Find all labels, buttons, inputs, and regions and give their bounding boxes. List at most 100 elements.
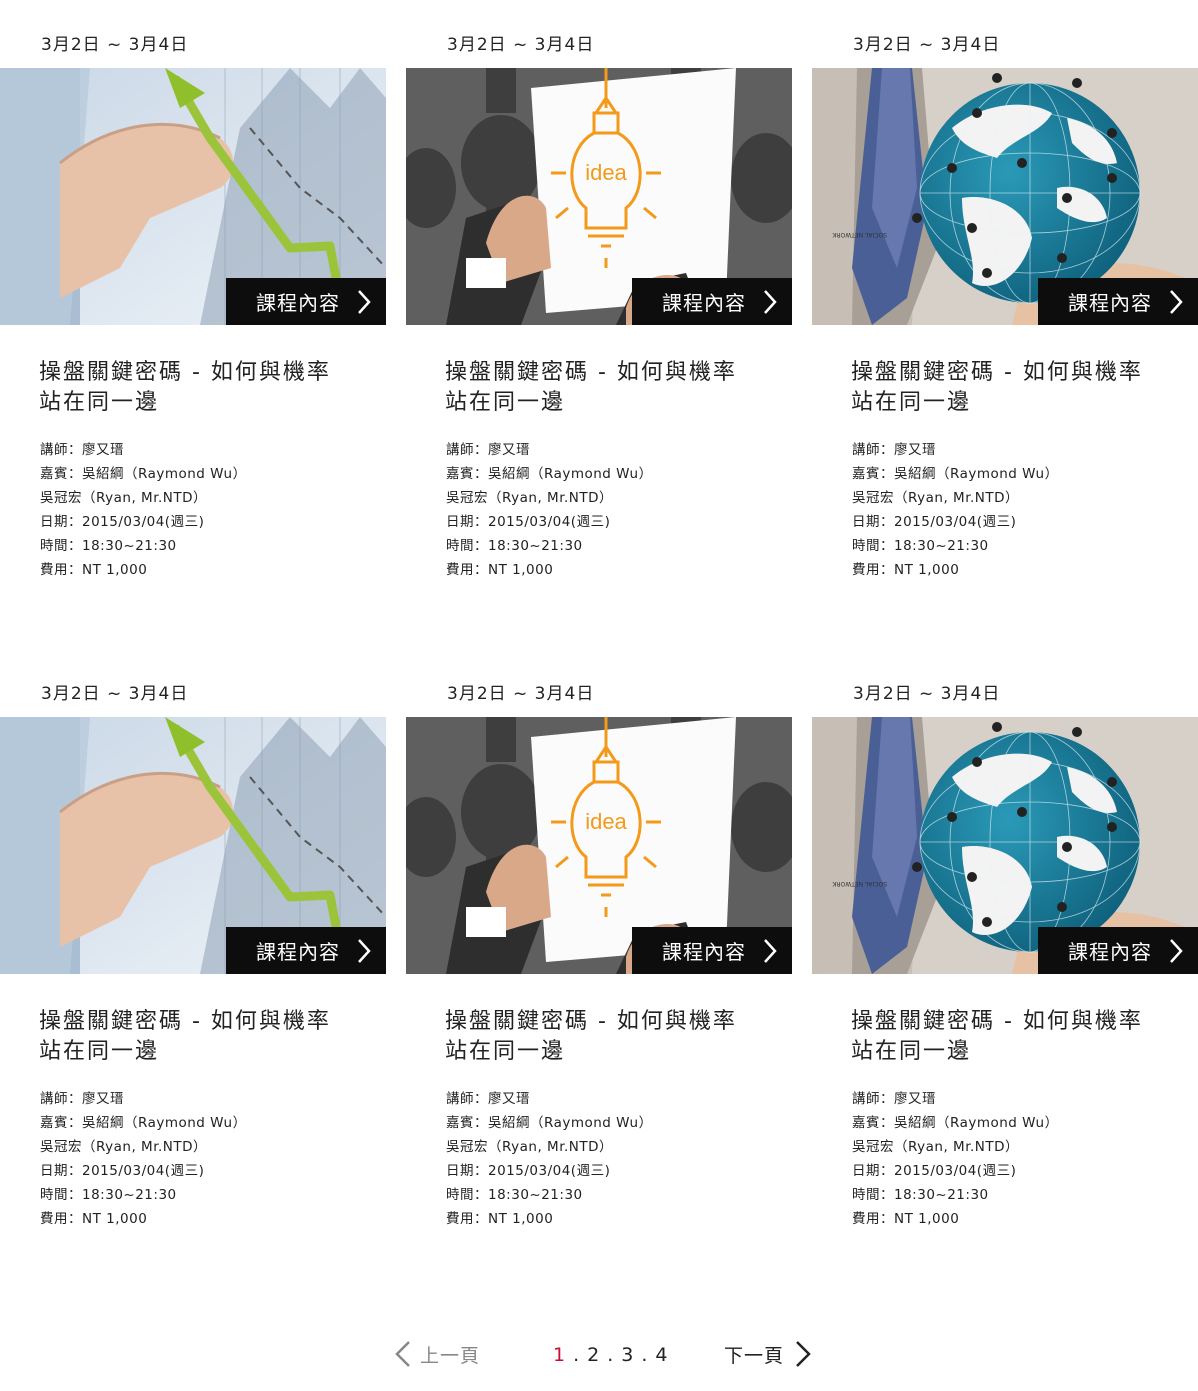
course-date-detail: 日期：2015/03/04(週三) (446, 1163, 611, 1179)
course-lecturer: 講師：廖又瑨 (852, 442, 936, 458)
course-date: 3月2日 ~ 3月4日 (447, 684, 595, 704)
course-title[interactable]: 操盤關鍵密碼 - 如何與機率 站在同一邊 (851, 1007, 1171, 1067)
course-info: 講師：廖又瑨 嘉賓：吳紹綱（Raymond Wu） 吳冠宏（Ryan, Mr.NTD… (40, 438, 247, 582)
idea-text: idea (585, 160, 627, 185)
course-date-detail: 日期：2015/03/04(週三) (40, 514, 205, 530)
course-details-button[interactable]: 課程內容 (1038, 927, 1198, 974)
course-lecturer: 講師：廖又瑨 (446, 1091, 530, 1107)
course-card: 3月2日 ~ 3月4日 idea 課程內容操盤關鍵密碼 - 如何與機率 站在同一邊… (406, 661, 792, 1261)
finance-chart-image (0, 717, 386, 974)
course-fee: 費用：NT 1,000 (40, 1211, 148, 1227)
course-card: 3月2日 ~ 3月4日 (812, 661, 1198, 1261)
course-details-button[interactable]: 課程內容 (226, 278, 386, 325)
course-guest2: 吳冠宏（Ryan, Mr.NTD） (446, 1139, 614, 1155)
course-fee: 費用：NT 1,000 (40, 562, 148, 578)
course-time: 時間：18:30~21:30 (40, 538, 177, 554)
course-image[interactable]: idea 課程內容 (406, 717, 792, 974)
course-lecturer: 講師：廖又瑨 (852, 1091, 936, 1107)
course-details-label: 課程內容 (1068, 291, 1152, 315)
svg-text:SOCIAL NETWORK: SOCIAL NETWORK (831, 880, 887, 887)
course-guest2: 吳冠宏（Ryan, Mr.NTD） (40, 1139, 208, 1155)
course-image[interactable]: idea 課程內容 (406, 68, 792, 325)
course-title[interactable]: 操盤關鍵密碼 - 如何與機率 站在同一邊 (851, 358, 1171, 418)
page-link-2[interactable]: 2 (587, 1344, 602, 1366)
course-fee: 費用：NT 1,000 (852, 562, 960, 578)
course-title-line1: 操盤關鍵密碼 - 如何與機率 (851, 1009, 1143, 1034)
course-card: 3月2日 ~ 3月4日 課程內容操盤關鍵密碼 - 如何與機率 站在同一邊講師：廖又… (0, 12, 386, 612)
course-title-line1: 操盤關鍵密碼 - 如何與機率 (39, 360, 331, 385)
course-date-detail: 日期：2015/03/04(週三) (446, 514, 611, 530)
course-date-detail: 日期：2015/03/04(週三) (852, 514, 1017, 530)
course-title-line2: 站在同一邊 (39, 1039, 160, 1064)
course-title[interactable]: 操盤關鍵密碼 - 如何與機率 站在同一邊 (445, 358, 765, 418)
course-info: 講師：廖又瑨嘉賓：吳紹綱（Raymond Wu） 吳冠宏（Ryan, Mr.NTD… (446, 1087, 653, 1231)
chevron-right-icon (796, 1341, 811, 1367)
page-numbers: 1.2.3.4 (553, 1344, 670, 1366)
course-image[interactable]: 課程內容 (0, 68, 386, 325)
course-details-label: 課程內容 (256, 940, 340, 964)
course-time: 時間：18:30~21:30 (446, 538, 583, 554)
course-title-line1: 操盤關鍵密碼 - 如何與機率 (39, 1009, 331, 1034)
course-guest2: 吳冠宏（Ryan, Mr.NTD） (852, 490, 1020, 506)
course-lecturer: 講師：廖又瑨 (446, 442, 530, 458)
course-details-button[interactable]: 課程內容 (632, 278, 792, 325)
chevron-right-icon (764, 939, 777, 963)
course-image[interactable]: SOCIAL NETWORK 課程內容 (812, 68, 1198, 325)
course-date: 3月2日 ~ 3月4日 (853, 684, 1001, 704)
course-date: 3月2日 ~ 3月4日 (41, 684, 189, 704)
finance-chart-image (0, 68, 386, 325)
course-details-label: 課程內容 (256, 291, 340, 315)
course-image[interactable]: 課程內容 (0, 717, 386, 974)
idea-lightbulb-image: idea (406, 68, 792, 325)
course-guest2: 吳冠宏（Ryan, Mr.NTD） (40, 490, 208, 506)
course-details-button[interactable]: 課程內容 (1038, 278, 1198, 325)
course-date: 3月2日 ~ 3月4日 (41, 35, 189, 55)
course-date: 3月2日 ~ 3月4日 (853, 35, 1001, 55)
idea-lightbulb-image: idea (406, 717, 792, 974)
course-guest2: 吳冠宏（Ryan, Mr.NTD） (852, 1139, 1020, 1155)
course-title-line2: 站在同一邊 (445, 390, 566, 415)
page-link-1[interactable]: 1 (553, 1344, 568, 1366)
course-title-line1: 操盤關鍵密碼 - 如何與機率 (445, 1009, 737, 1034)
chevron-right-icon (358, 939, 371, 963)
chevron-right-icon (1170, 939, 1183, 963)
prev-page-button[interactable]: 上一頁 (394, 1340, 480, 1368)
course-fee: 費用：NT 1,000 (852, 1211, 960, 1227)
course-details-label: 課程內容 (1068, 940, 1152, 964)
course-info: 講師：廖又瑨 嘉賓：吳紹綱（Raymond Wu） 吳冠宏（Ryan, Mr.NTD… (852, 1087, 1059, 1231)
course-date: 3月2日 ~ 3月4日 (447, 35, 595, 55)
course-title[interactable]: 操盤關鍵密碼 - 如何與機率 站在同一邊 (445, 1007, 765, 1067)
course-title-line1: 操盤關鍵密碼 - 如何與機率 (445, 360, 737, 385)
course-lecturer: 講師：廖又瑨 (40, 442, 124, 458)
page-link-4[interactable]: 4 (655, 1344, 670, 1366)
course-fee: 費用：NT 1,000 (446, 562, 554, 578)
course-info: 講師：廖又瑨嘉賓：吳紹綱（Raymond Wu） 吳冠宏（Ryan, Mr.NTD… (852, 438, 1059, 582)
idea-text: idea (585, 809, 627, 834)
course-card: 3月2日 ~ 3月4日 課程內容 操盤關鍵密碼 - 如何與機率 站在同一邊 講師：廖又… (0, 661, 386, 1261)
course-time: 時間：18:30~21:30 (446, 1187, 583, 1203)
course-time: 時間：18:30~21:30 (40, 1187, 177, 1203)
course-fee: 費用：NT 1,000 (446, 1211, 554, 1227)
chevron-right-icon (1170, 290, 1183, 314)
course-details-button[interactable]: 課程內容 (632, 927, 792, 974)
course-guest: 嘉賓：吳紹綱（Raymond Wu） (852, 466, 1059, 482)
next-page-button[interactable]: 下一頁 (724, 1340, 812, 1368)
course-title-line2: 站在同一邊 (851, 1039, 972, 1064)
svg-text:SOCIAL NETWORK: SOCIAL NETWORK (831, 231, 887, 238)
course-guest: 嘉賓：吳紹綱（Raymond Wu） (446, 466, 653, 482)
course-title[interactable]: 操盤關鍵密碼 - 如何與機率 站在同一邊 (39, 358, 359, 418)
course-time: 時間：18:30~21:30 (852, 538, 989, 554)
next-page-label: 下一頁 (724, 1344, 785, 1367)
course-details-button[interactable]: 課程內容 (226, 927, 386, 974)
course-card: 3月2日 ~ 3月4日 (812, 12, 1198, 612)
course-guest: 嘉賓：吳紹綱（Raymond Wu） (446, 1115, 653, 1131)
course-details-label: 課程內容 (662, 291, 746, 315)
course-image[interactable]: SOCIAL NETWORK 課程內容 (812, 717, 1198, 974)
course-details-label: 課程內容 (662, 940, 746, 964)
page-link-3[interactable]: 3 (621, 1344, 636, 1366)
course-date-detail: 日期：2015/03/04(週三) (40, 1163, 205, 1179)
chevron-right-icon (764, 290, 777, 314)
course-title[interactable]: 操盤關鍵密碼 - 如何與機率 站在同一邊 (39, 1007, 359, 1067)
pagination: 上一頁 1.2.3.4 下一頁 (0, 1336, 1198, 1376)
course-time: 時間：18:30~21:30 (852, 1187, 989, 1203)
